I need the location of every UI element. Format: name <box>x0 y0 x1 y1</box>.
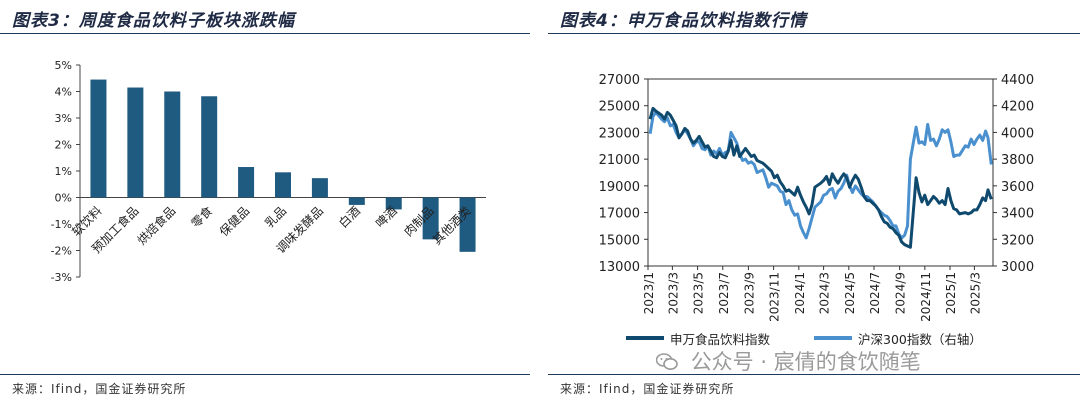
right-chart-source: 来源：Ifind，国金证券研究所 <box>560 382 735 396</box>
y-tick-label: -1% <box>51 218 72 231</box>
y-tick-label: -2% <box>51 245 72 258</box>
y-tick-label: -3% <box>51 271 72 284</box>
x-tick-label: 2025/3 <box>968 272 982 314</box>
source-divider <box>548 374 1080 375</box>
bar <box>348 197 365 205</box>
x-tick-label: 2024/11 <box>919 272 933 322</box>
bar <box>459 197 476 252</box>
right-y-tick-label: 3600 <box>1001 180 1034 195</box>
x-tick-label: 保健品 <box>217 204 252 239</box>
x-tick-label: 软饮料 <box>69 204 104 239</box>
x-tick-label: 2023/9 <box>742 272 756 314</box>
left-y-tick-label: 21000 <box>599 153 640 168</box>
left-y-tick-label: 15000 <box>599 233 640 248</box>
wechat-icon <box>656 353 678 370</box>
right-chart-panel: 图表4：申万食品饮料指数行情 13000 15000 17000 19000 21000… <box>548 0 1080 407</box>
title-divider <box>548 33 1080 34</box>
x-tick-label: 2024/9 <box>894 272 908 314</box>
right-y-tick-label: 4200 <box>1001 100 1034 115</box>
plot-frame <box>647 78 994 267</box>
left-y-tick-label: 25000 <box>599 100 640 115</box>
left-y-tick-label: 23000 <box>599 126 640 141</box>
line-chart: 13000 15000 17000 19000 21000 23000 25000 27000… <box>599 73 1034 322</box>
bar <box>90 79 107 198</box>
title-divider <box>0 33 530 34</box>
legend-label-series-1: 申万食品饮料指数 <box>670 331 771 347</box>
bar <box>127 87 144 198</box>
bar <box>311 178 328 198</box>
legend-item-series-1: 申万食品饮料指数 <box>626 329 770 348</box>
left-y-tick-label: 19000 <box>599 180 640 195</box>
legend-item-series-2: 沪深300指数（右轴） <box>814 329 982 348</box>
x-tick-label: 2024/7 <box>868 272 882 314</box>
x-tick-label: 2023/7 <box>717 272 731 314</box>
right-y-tick-label: 4000 <box>1001 126 1034 141</box>
left-chart-panel: 图表3：周度食品饮料子板块涨跌幅 -3% -2% -1% 0% 1% 2% 3% 4% 5% 软饮… <box>0 0 530 407</box>
y-tick-label: 5% <box>55 59 72 72</box>
legend-label-series-2: 沪深300指数（右轴） <box>858 331 982 347</box>
right-y-tick-label: 3400 <box>1001 207 1034 222</box>
x-tick-label: 2024/3 <box>818 272 832 314</box>
bar <box>422 197 439 240</box>
left-chart-title: 图表3：周度食品饮料子板块涨跌幅 <box>12 11 295 31</box>
bar <box>201 96 218 198</box>
x-tick-label: 2024/5 <box>843 272 857 314</box>
x-tick-label: 2025/1 <box>944 272 958 314</box>
series-line-2 <box>648 110 993 240</box>
x-tick-label: 白酒 <box>335 203 363 231</box>
legend-swatch-series-2 <box>814 336 852 340</box>
x-tick-label: 2023/5 <box>692 272 706 314</box>
left-chart-source: 来源：Ifind，国金证券研究所 <box>12 382 187 396</box>
left-y-tick-label: 13000 <box>599 260 640 275</box>
x-tick-label: 2023/11 <box>768 272 782 322</box>
right-chart-title: 图表4：申万食品饮料指数行情 <box>560 11 807 31</box>
right-y-tick-label: 3000 <box>1001 260 1034 275</box>
y-tick-label: 0% <box>55 192 72 205</box>
x-tick-label: 零食 <box>188 203 216 231</box>
bar <box>385 197 402 210</box>
y-tick-label: 3% <box>55 112 72 125</box>
y-tick-label: 2% <box>55 139 72 152</box>
y-tick-label: 1% <box>55 165 72 178</box>
x-tick-label: 2023/3 <box>666 272 680 314</box>
x-tick-label: 烘焙食品 <box>134 203 179 248</box>
right-y-tick-label: 4400 <box>1001 73 1034 88</box>
bar <box>238 167 255 198</box>
left-y-tick-label: 27000 <box>599 73 640 88</box>
source-divider <box>0 374 530 375</box>
bar <box>164 91 181 198</box>
x-tick-label: 乳品 <box>262 204 289 231</box>
chart-legend: 申万食品饮料指数 沪深300指数（右轴） <box>626 328 1022 348</box>
left-y-tick-label: 17000 <box>599 207 640 222</box>
y-tick-label: 4% <box>55 86 72 99</box>
legend-swatch-series-1 <box>626 336 664 340</box>
x-tick-label: 2023/1 <box>642 272 656 314</box>
right-y-tick-label: 3800 <box>1001 153 1034 168</box>
x-tick-label: 2024/1 <box>793 272 807 314</box>
series-line-1 <box>648 106 993 249</box>
watermark-text: 公众号 · 宸倩的食饮随笔 <box>690 350 921 374</box>
bar <box>275 172 291 198</box>
right-y-tick-label: 3200 <box>1001 233 1034 248</box>
watermark: 公众号 · 宸倩的食饮随笔 <box>656 346 921 376</box>
